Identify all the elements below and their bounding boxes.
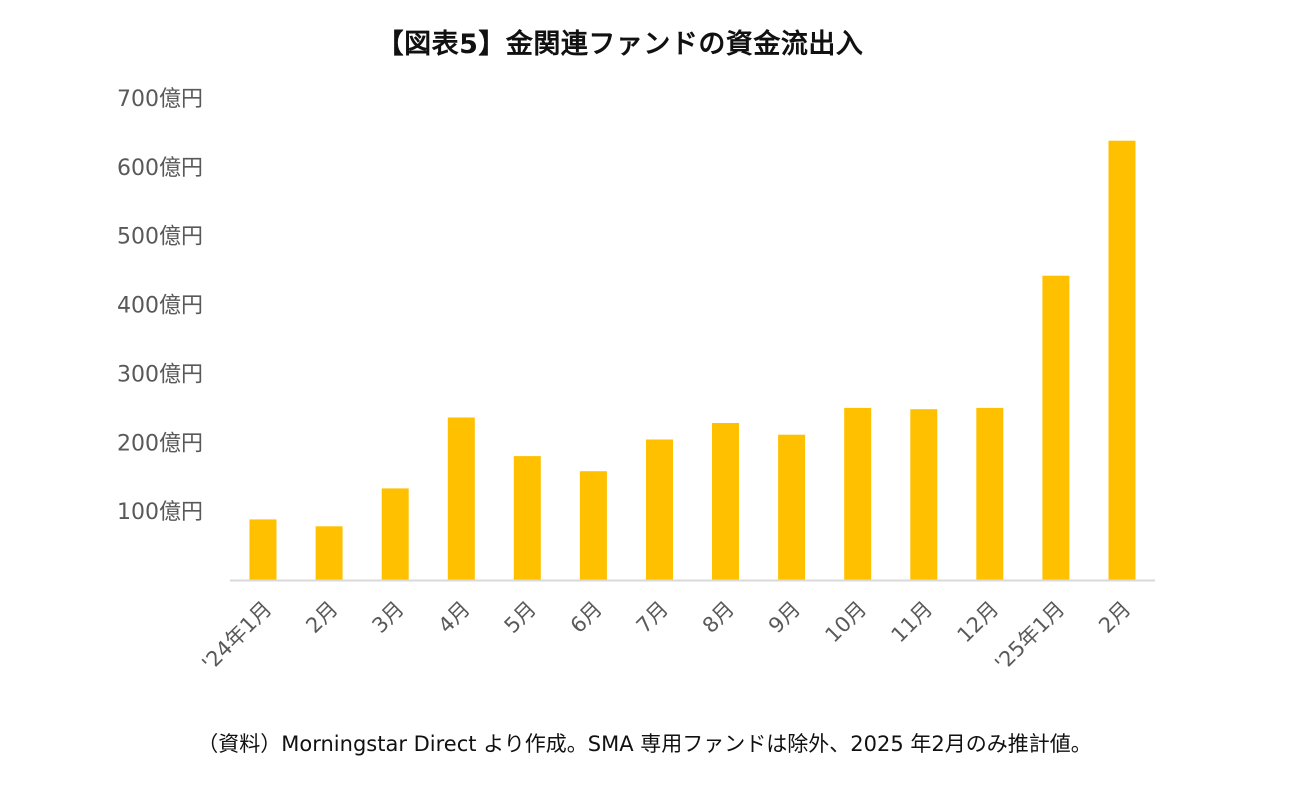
x-tick-label: 2月 (301, 597, 342, 638)
x-tick-label: '24年1月 (197, 597, 276, 676)
x-tick-label: 4月 (434, 597, 475, 638)
y-tick-label: 400億円 (117, 294, 203, 319)
x-tick-label: 3月 (367, 597, 408, 638)
bar (778, 434, 806, 580)
source-note: （資料）Morningstar Direct より作成。SMA 専用ファンドは除… (197, 732, 1092, 756)
x-tick-label: 5月 (500, 597, 541, 638)
bar (381, 488, 409, 580)
bar (579, 471, 607, 580)
bar (1108, 140, 1136, 580)
bar (249, 519, 277, 580)
y-tick-label: 200億円 (117, 431, 203, 456)
bar (447, 417, 475, 580)
bar (844, 407, 872, 580)
bar (315, 526, 343, 580)
y-tick-label: 600億円 (117, 156, 203, 181)
x-tick-label: 12月 (953, 597, 1004, 648)
bar (513, 456, 541, 580)
bar (1042, 275, 1070, 580)
x-tick-label: 2月 (1094, 597, 1135, 638)
bar (976, 407, 1004, 580)
bar (646, 439, 673, 580)
x-tick-label: 8月 (698, 597, 739, 638)
y-tick-label: 700億円 (117, 87, 203, 112)
x-tick-label: 7月 (632, 597, 673, 638)
x-tick-label: 6月 (566, 597, 607, 638)
chart-title: 【図表5】金関連ファンドの資金流出入 (376, 29, 864, 60)
x-tick-label: 9月 (764, 597, 805, 638)
bar (910, 409, 938, 580)
y-tick-label: 100億円 (117, 500, 203, 525)
x-tick-label: 11月 (887, 597, 938, 648)
x-tick-label: '25年1月 (990, 597, 1069, 676)
y-tick-label: 300億円 (117, 362, 203, 387)
bar (712, 423, 739, 580)
x-tick-label: 10月 (820, 597, 871, 648)
y-tick-label: 500億円 (117, 225, 203, 250)
